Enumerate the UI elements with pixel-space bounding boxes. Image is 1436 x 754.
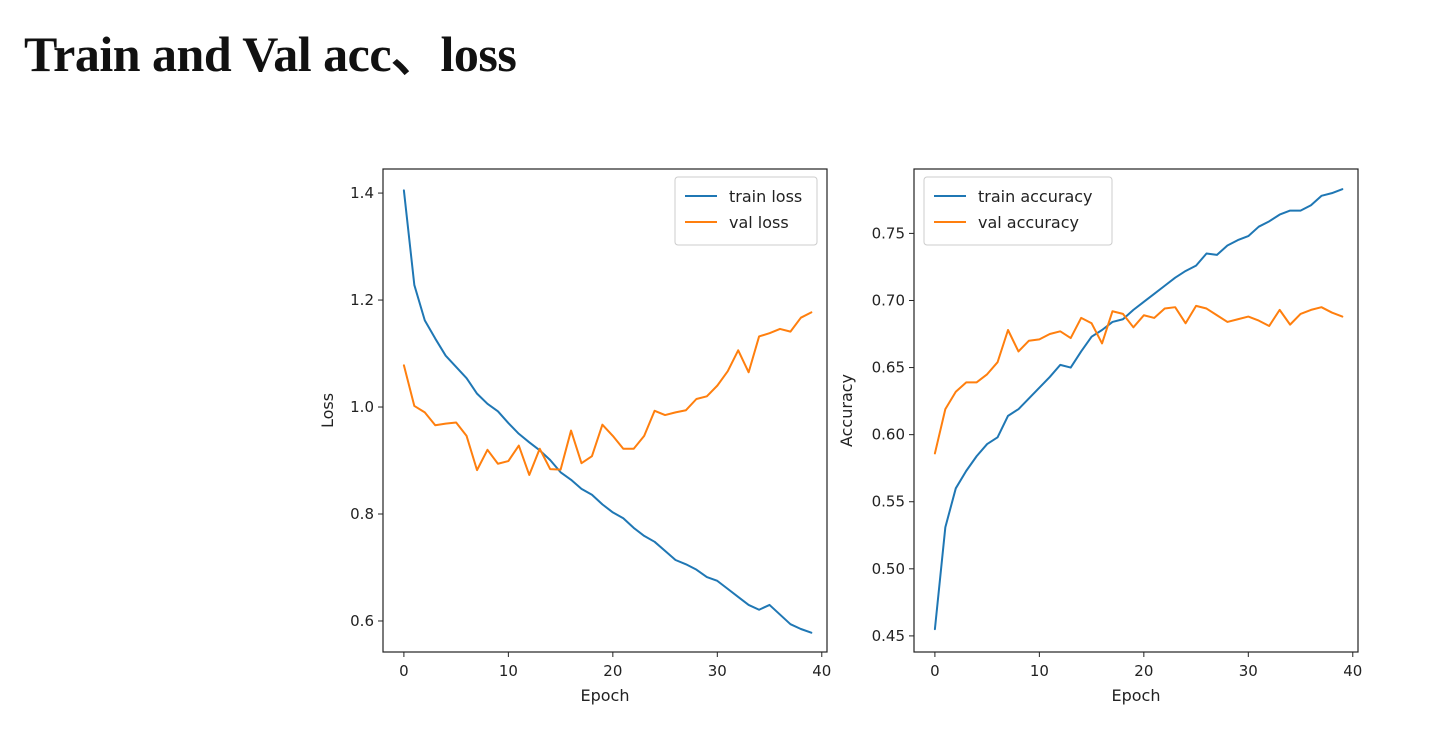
- loss-series-train-loss: [402, 189, 813, 634]
- accuracy-y-tick-label: 0.45: [872, 627, 905, 645]
- accuracy-x-axis-title: Epoch: [1112, 686, 1161, 705]
- loss-y-tick-label: 1.2: [350, 291, 374, 309]
- loss-plot-frame: [382, 168, 828, 653]
- accuracy-y-tick-label: 0.75: [872, 224, 905, 242]
- accuracy-x-tick-label: 30: [1239, 662, 1258, 680]
- accuracy-legend-label: val accuracy: [978, 213, 1079, 232]
- accuracy-plot-frame: [913, 168, 1359, 653]
- loss-legend-label: val loss: [729, 213, 789, 232]
- accuracy-y-tick-label: 0.50: [872, 560, 905, 578]
- accuracy-x-tick-label: 10: [1030, 662, 1049, 680]
- accuracy-y-tick-label: 0.60: [872, 426, 905, 444]
- accuracy-chart: 0 10 20 30 40 0.45 0.50 0.55 0.60 0.65 0.70 0.75 Epo…: [837, 168, 1362, 705]
- loss-legend: train loss val loss: [674, 176, 818, 246]
- loss-series-val-loss: [402, 311, 813, 476]
- loss-x-tick-label: 30: [708, 662, 727, 680]
- accuracy-x-tick-label: 20: [1134, 662, 1153, 680]
- loss-chart: 0 10 20 30 40 0.6 0.8 1.0 1.2 1.4 Epoch Loss train l…: [318, 168, 831, 705]
- accuracy-series-val-accuracy: [933, 304, 1344, 455]
- loss-y-tick-label: 0.6: [350, 612, 374, 630]
- loss-x-tick-label: 10: [499, 662, 518, 680]
- accuracy-y-tick-label: 0.70: [872, 291, 905, 309]
- loss-x-axis-title: Epoch: [581, 686, 630, 705]
- loss-x-tick-label: 0: [399, 662, 409, 680]
- accuracy-legend: train accuracy val accuracy: [923, 176, 1113, 246]
- page-title: Train and Val acc、loss: [24, 26, 517, 82]
- accuracy-legend-box: [923, 176, 1113, 246]
- loss-y-tick-label: 1.0: [350, 398, 374, 416]
- accuracy-series-train-accuracy: [933, 188, 1344, 631]
- loss-x-tick-label: 20: [603, 662, 622, 680]
- accuracy-x-tick-label: 40: [1343, 662, 1362, 680]
- accuracy-y-tick-label: 0.65: [872, 359, 905, 377]
- loss-legend-label: train loss: [729, 187, 802, 206]
- accuracy-y-axis-title: Accuracy: [837, 374, 856, 447]
- loss-y-tick-label: 0.8: [350, 505, 374, 523]
- loss-y-axis-title: Loss: [318, 393, 337, 428]
- accuracy-y-tick-label: 0.55: [872, 493, 905, 511]
- loss-x-tick-label: 40: [812, 662, 831, 680]
- loss-y-tick-label: 1.4: [350, 184, 374, 202]
- accuracy-legend-label: train accuracy: [978, 187, 1093, 206]
- accuracy-x-tick-label: 0: [930, 662, 940, 680]
- loss-legend-box: [674, 176, 818, 246]
